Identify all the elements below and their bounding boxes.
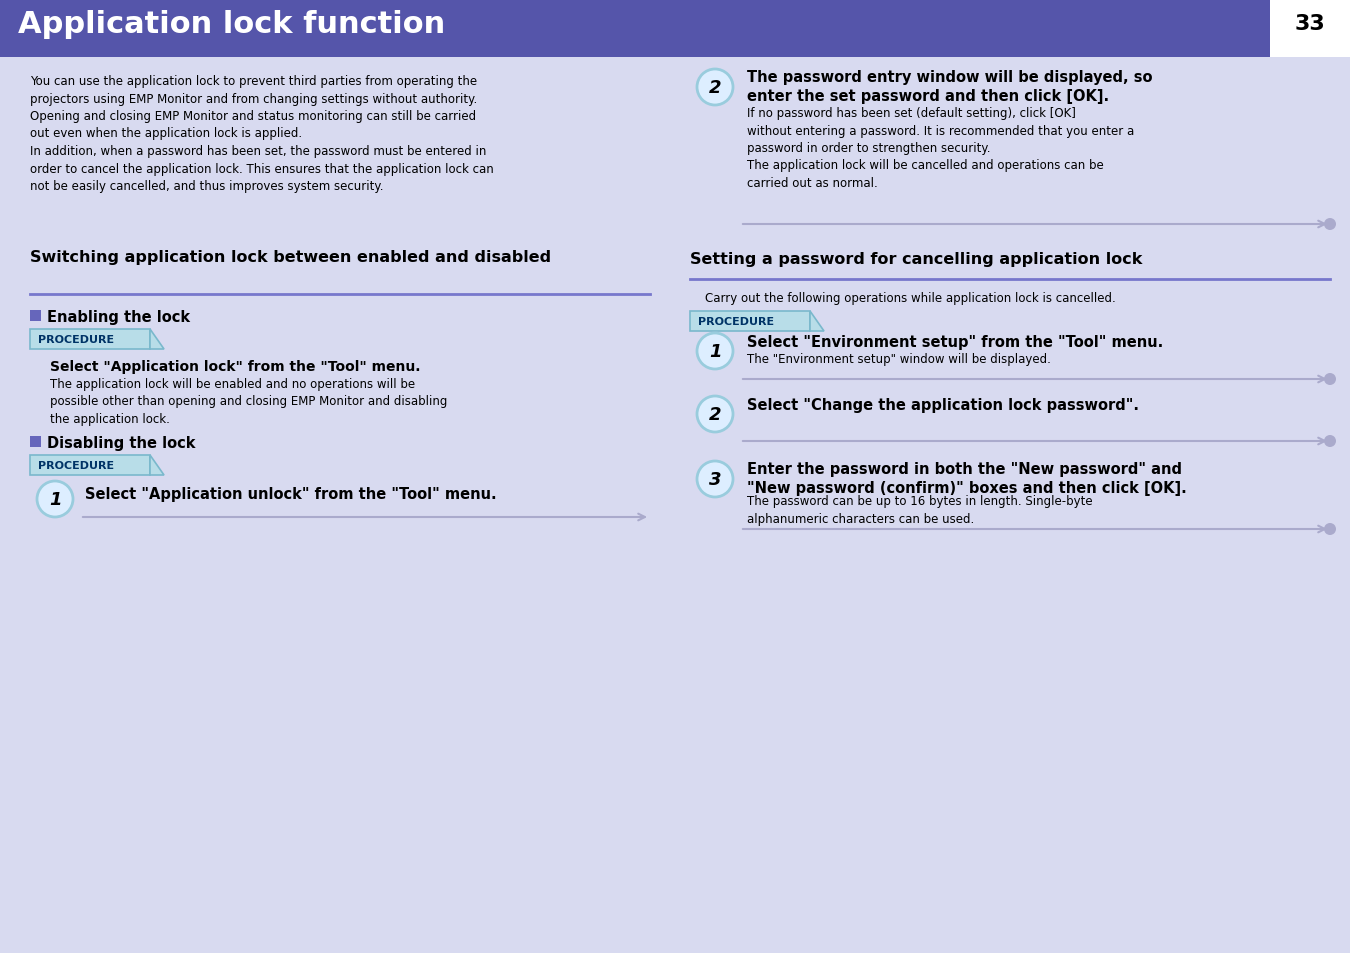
Text: Application lock function: Application lock function — [18, 10, 446, 39]
Text: Select "Environment setup" from the "Tool" menu.: Select "Environment setup" from the "Too… — [747, 335, 1164, 350]
Text: PROCEDURE: PROCEDURE — [698, 316, 774, 327]
Text: 1: 1 — [709, 343, 721, 360]
FancyBboxPatch shape — [30, 311, 40, 322]
FancyBboxPatch shape — [690, 312, 810, 332]
Circle shape — [697, 334, 733, 370]
Text: Switching application lock between enabled and disabled: Switching application lock between enabl… — [30, 250, 551, 265]
Circle shape — [36, 481, 73, 517]
Circle shape — [697, 396, 733, 433]
Text: PROCEDURE: PROCEDURE — [38, 460, 115, 471]
Text: Select "Application lock" from the "Tool" menu.: Select "Application lock" from the "Tool… — [50, 359, 420, 374]
Circle shape — [697, 461, 733, 497]
Text: The password entry window will be displayed, so
enter the set password and then : The password entry window will be displa… — [747, 70, 1153, 104]
Text: 1: 1 — [49, 491, 61, 509]
Text: The password can be up to 16 bytes in length. Single-byte
alphanumeric character: The password can be up to 16 bytes in le… — [747, 495, 1092, 525]
Circle shape — [697, 70, 733, 106]
Text: Disabling the lock: Disabling the lock — [47, 436, 196, 451]
Text: 2: 2 — [709, 406, 721, 423]
Text: 3: 3 — [709, 471, 721, 489]
FancyBboxPatch shape — [30, 436, 40, 448]
Text: 2: 2 — [709, 79, 721, 97]
Text: Carry out the following operations while application lock is cancelled.: Carry out the following operations while… — [705, 292, 1115, 305]
Polygon shape — [810, 312, 824, 332]
Text: Select "Application unlock" from the "Tool" menu.: Select "Application unlock" from the "To… — [85, 486, 497, 501]
Text: You can use the application lock to prevent third parties from operating the
pro: You can use the application lock to prev… — [30, 75, 494, 193]
Polygon shape — [150, 330, 163, 350]
FancyBboxPatch shape — [0, 0, 1270, 58]
Circle shape — [1324, 436, 1336, 448]
Text: Enabling the lock: Enabling the lock — [47, 310, 190, 325]
Text: If no password has been set (default setting), click [OK]
without entering a pas: If no password has been set (default set… — [747, 107, 1134, 190]
Text: 33: 33 — [1295, 14, 1326, 34]
FancyBboxPatch shape — [30, 330, 150, 350]
Circle shape — [1324, 523, 1336, 536]
Polygon shape — [150, 456, 163, 476]
FancyBboxPatch shape — [1270, 0, 1350, 58]
Text: Setting a password for cancelling application lock: Setting a password for cancelling applic… — [690, 252, 1142, 267]
Text: The application lock will be enabled and no operations will be
possible other th: The application lock will be enabled and… — [50, 377, 447, 426]
Circle shape — [1324, 219, 1336, 231]
Text: The "Environment setup" window will be displayed.: The "Environment setup" window will be d… — [747, 353, 1050, 366]
Text: PROCEDURE: PROCEDURE — [38, 335, 115, 345]
Text: Select "Change the application lock password".: Select "Change the application lock pass… — [747, 397, 1139, 413]
Text: Enter the password in both the "New password" and
"New password (confirm)" boxes: Enter the password in both the "New pass… — [747, 461, 1187, 495]
Circle shape — [1324, 374, 1336, 386]
FancyBboxPatch shape — [30, 456, 150, 476]
